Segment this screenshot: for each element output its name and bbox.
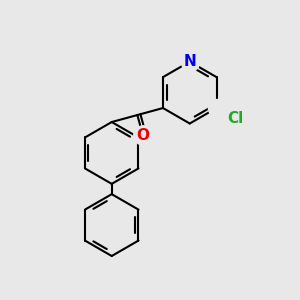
Text: O: O <box>136 128 149 143</box>
Text: Cl: Cl <box>227 111 243 126</box>
Text: N: N <box>183 54 196 69</box>
